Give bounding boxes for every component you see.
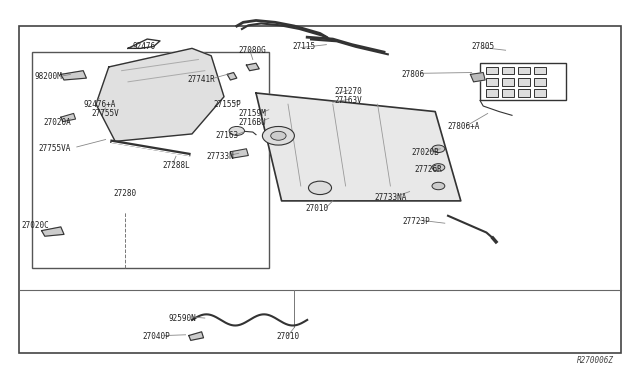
Text: 27040P: 27040P <box>143 332 171 341</box>
Circle shape <box>308 181 332 195</box>
Text: 27155P: 27155P <box>213 100 241 109</box>
Text: 27020A: 27020A <box>44 118 72 127</box>
Bar <box>480 63 566 100</box>
Bar <box>534 67 546 74</box>
Polygon shape <box>189 332 204 340</box>
Bar <box>534 89 546 97</box>
Polygon shape <box>246 63 259 71</box>
Text: 27741R: 27741R <box>188 76 216 84</box>
Circle shape <box>262 126 294 145</box>
Bar <box>534 78 546 86</box>
Text: 92476: 92476 <box>132 42 156 51</box>
Bar <box>502 89 514 97</box>
Bar <box>19 26 621 353</box>
Text: 271270: 271270 <box>335 87 363 96</box>
Text: 27159M: 27159M <box>239 109 267 118</box>
Text: 27755V: 27755V <box>92 109 120 118</box>
Text: 27726R: 27726R <box>415 165 443 174</box>
Text: 27010: 27010 <box>276 332 300 341</box>
Polygon shape <box>61 71 86 80</box>
Bar <box>502 78 514 86</box>
Polygon shape <box>227 73 237 80</box>
Bar <box>32 52 269 268</box>
Circle shape <box>432 182 445 190</box>
Text: 27163: 27163 <box>216 131 239 140</box>
Circle shape <box>271 131 286 140</box>
Text: 92590N: 92590N <box>168 314 196 323</box>
Text: 27806+A: 27806+A <box>448 122 480 131</box>
Text: 27010: 27010 <box>305 204 328 213</box>
Text: 27723P: 27723P <box>402 217 430 226</box>
Polygon shape <box>96 48 224 141</box>
Bar <box>502 67 514 74</box>
Circle shape <box>432 164 445 171</box>
Text: 27733N: 27733N <box>207 152 235 161</box>
Text: 27806: 27806 <box>401 70 424 79</box>
Text: 27280: 27280 <box>113 189 136 198</box>
Bar <box>518 78 530 86</box>
Polygon shape <box>256 93 461 201</box>
Bar <box>486 78 498 86</box>
Text: 98200M: 98200M <box>34 72 62 81</box>
Bar <box>518 67 530 74</box>
Polygon shape <box>470 73 485 82</box>
Text: 27080G: 27080G <box>239 46 267 55</box>
Text: 27020C: 27020C <box>21 221 49 230</box>
Circle shape <box>432 145 445 153</box>
Polygon shape <box>42 227 64 236</box>
Text: 27163V: 27163V <box>335 96 363 105</box>
Text: 27288L: 27288L <box>162 161 190 170</box>
Text: 27020B: 27020B <box>412 148 440 157</box>
Text: 2716BU: 2716BU <box>239 118 267 126</box>
Text: 27733NA: 27733NA <box>374 193 406 202</box>
Bar <box>486 89 498 97</box>
Text: R270006Z: R270006Z <box>577 356 614 365</box>
Bar <box>486 67 498 74</box>
Polygon shape <box>61 113 76 122</box>
Text: 27805: 27805 <box>472 42 495 51</box>
Polygon shape <box>230 149 248 158</box>
Circle shape <box>229 126 244 135</box>
Bar <box>518 89 530 97</box>
Text: 27755VA: 27755VA <box>38 144 70 153</box>
Text: 27115: 27115 <box>292 42 316 51</box>
Text: 92476+A: 92476+A <box>83 100 115 109</box>
